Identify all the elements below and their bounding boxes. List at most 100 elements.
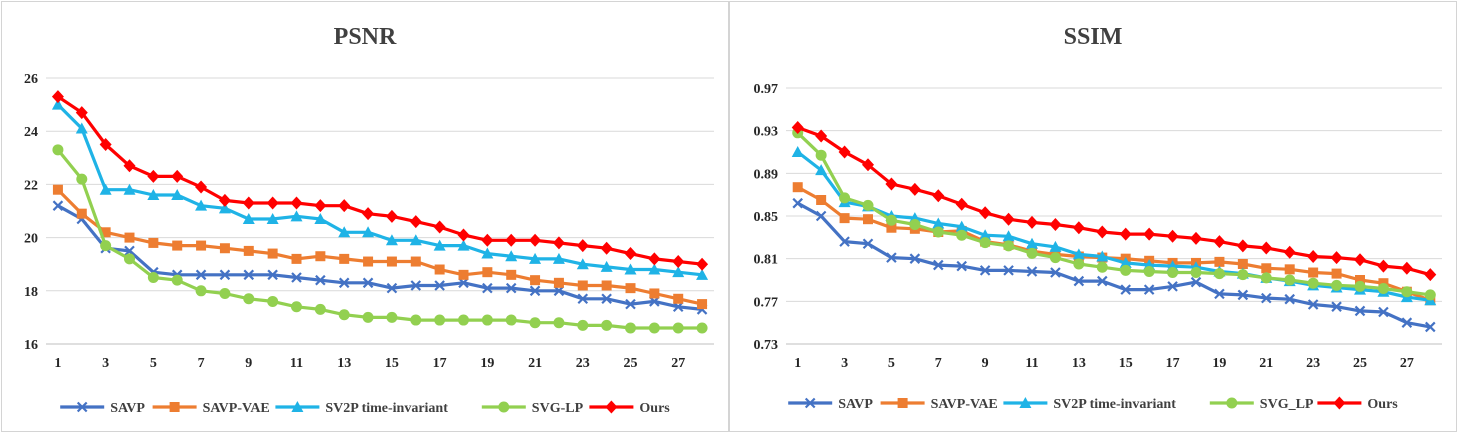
data-point	[338, 277, 350, 289]
legend-item: SVG_LP	[1209, 397, 1314, 412]
data-point	[433, 220, 446, 234]
data-point	[862, 158, 874, 172]
x-tick-label: 7	[198, 356, 205, 371]
data-point	[243, 269, 255, 281]
legend-label: SAVP-VAE	[931, 397, 998, 412]
data-point	[1119, 227, 1132, 241]
data-point	[315, 251, 326, 262]
data-point	[1307, 250, 1320, 264]
data-point	[338, 226, 351, 238]
legend-label: SV2P time-invariant	[1053, 397, 1176, 412]
data-point	[815, 164, 828, 176]
data-point	[1331, 301, 1342, 312]
data-point	[100, 240, 112, 252]
data-point	[482, 267, 493, 278]
data-point	[1401, 286, 1413, 298]
data-point	[1143, 265, 1155, 277]
data-point	[290, 196, 303, 210]
data-point	[1190, 267, 1202, 279]
data-point	[577, 293, 589, 305]
data-point	[124, 253, 135, 265]
data-point	[363, 256, 374, 267]
data-point	[529, 252, 542, 264]
data-point	[338, 199, 351, 213]
y-tick-label: 16	[24, 338, 38, 353]
x-tick-label: 3	[102, 356, 109, 371]
data-point	[362, 277, 374, 289]
y-tick-label: 18	[24, 285, 38, 300]
data-point	[1237, 289, 1249, 301]
data-point	[1354, 280, 1366, 292]
data-point	[1166, 229, 1179, 243]
data-point	[291, 301, 302, 313]
data-point	[885, 177, 898, 191]
legend-label: SAVP	[838, 397, 873, 412]
data-point	[1120, 264, 1132, 276]
data-point	[267, 269, 278, 281]
legend-marker	[169, 402, 180, 412]
data-point	[696, 268, 709, 280]
data-point	[956, 229, 968, 241]
data-point	[529, 233, 542, 247]
chart-title: PSNR	[334, 24, 397, 50]
y-tick-label: 20	[24, 232, 38, 247]
y-tick-label: 26	[24, 72, 38, 87]
data-point	[1331, 279, 1343, 291]
series-line	[796, 201, 1431, 329]
legend-item: SV2P time-invariant	[275, 401, 448, 416]
data-point	[243, 293, 255, 305]
data-point	[362, 226, 375, 238]
data-point	[291, 253, 302, 264]
data-point	[791, 146, 804, 157]
data-point	[979, 206, 992, 220]
legend-marker	[498, 401, 510, 413]
data-point	[1261, 292, 1272, 304]
data-point	[815, 129, 828, 143]
data-point	[1237, 269, 1249, 281]
series-ours	[791, 120, 1437, 282]
data-point	[696, 322, 708, 334]
series-line	[56, 103, 703, 277]
data-point	[1354, 305, 1366, 317]
data-point	[433, 239, 446, 251]
data-point	[171, 274, 183, 286]
data-point	[1331, 268, 1342, 279]
series-ours	[51, 90, 709, 271]
data-point	[648, 252, 661, 266]
data-point	[1378, 306, 1389, 318]
data-point	[1072, 248, 1085, 260]
legend-item: SAVP-VAE	[880, 397, 998, 412]
data-point	[1425, 321, 1436, 333]
data-point	[1049, 240, 1062, 252]
data-point	[1355, 275, 1365, 285]
data-point	[458, 314, 469, 326]
legend-item: SAVP	[60, 401, 145, 416]
data-point	[885, 214, 897, 226]
data-point	[839, 192, 851, 204]
data-point	[458, 269, 469, 280]
x-tick-label: 9	[245, 356, 252, 371]
data-point	[932, 217, 945, 229]
data-point	[124, 232, 135, 243]
series-svg-lp	[52, 144, 708, 334]
data-point	[1213, 268, 1225, 280]
legend-item: Ours	[1317, 396, 1398, 412]
x-tick-label: 15	[1119, 356, 1133, 371]
series-savp-vae	[52, 184, 708, 310]
data-point	[242, 212, 255, 224]
data-point	[1072, 221, 1085, 235]
data-point	[979, 265, 991, 276]
x-tick-label: 7	[935, 356, 942, 371]
data-point	[979, 237, 991, 249]
data-point	[1003, 240, 1015, 252]
x-tick-label: 17	[1166, 356, 1180, 371]
data-point	[909, 219, 921, 231]
data-point	[1026, 237, 1038, 249]
data-point	[195, 269, 207, 281]
data-point	[955, 220, 968, 232]
data-point	[1260, 272, 1272, 284]
data-point	[1377, 259, 1390, 273]
data-point	[1377, 283, 1389, 295]
legend-label: SVG-LP	[532, 401, 584, 416]
data-point	[1307, 277, 1319, 289]
